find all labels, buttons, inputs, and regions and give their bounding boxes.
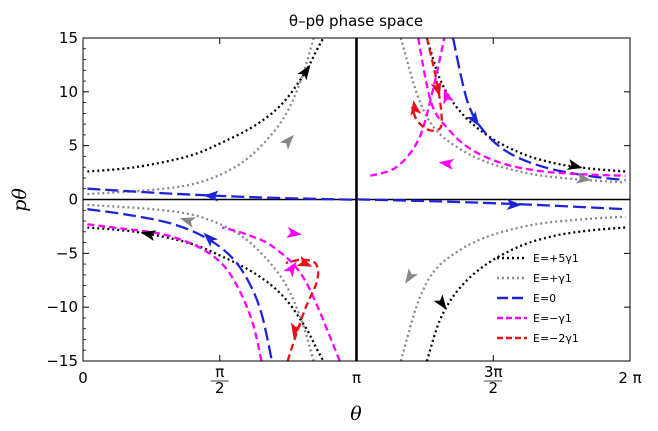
series-0-arrow-2 xyxy=(140,230,157,242)
series-2-curve-0 xyxy=(87,187,626,211)
series-2-curve-2 xyxy=(87,208,274,361)
series-1-curve-3 xyxy=(399,215,626,361)
series-0-arrow-3 xyxy=(433,294,447,310)
series-4-arrow-1 xyxy=(410,100,422,116)
y-tick-label-5: 10 xyxy=(59,83,78,101)
y-tick-label-4: 5 xyxy=(68,137,78,155)
series-4-arrow-2 xyxy=(290,322,302,339)
series-0-curve-2 xyxy=(87,226,325,361)
series-0-curve-3 xyxy=(425,226,626,361)
x-tick-label-3-denominator: 2 xyxy=(488,379,498,397)
series-4-curve-0 xyxy=(410,38,443,132)
series-2-curve-1 xyxy=(451,38,626,182)
x-tick-label-0: 0 xyxy=(78,369,88,387)
x-tick-label-2: π xyxy=(352,369,361,387)
arrow-layer xyxy=(140,64,592,339)
series-2-arrow-0 xyxy=(203,190,219,202)
legend-label-4: E=−2γ1 xyxy=(533,332,579,345)
series-1-arrow-3 xyxy=(405,268,418,284)
series-4-arrow-3 xyxy=(296,255,313,267)
series-0-arrow-0 xyxy=(297,64,311,81)
legend-label-2: E=0 xyxy=(533,292,556,305)
y-axis-label: pθ xyxy=(9,188,31,212)
x-tick-label-1-denominator: 2 xyxy=(215,379,225,397)
legend: E=+5γ1 E=+γ1 E=0 E=−γ1 E=−2γ1 xyxy=(497,252,579,345)
x-tick-label-1-numerator: π xyxy=(215,363,224,381)
series-1-arrow-0 xyxy=(279,134,294,150)
series-1-curve-2 xyxy=(87,203,315,361)
y-tick-label-3: 0 xyxy=(68,191,78,209)
series-3-arrow-3 xyxy=(283,261,297,278)
series-1-arrow-2 xyxy=(179,217,196,228)
y-tick-label-2: −5 xyxy=(56,244,78,262)
legend-label-3: E=−γ1 xyxy=(533,312,572,325)
series-4-arrow-0 xyxy=(430,80,442,97)
series-1-arrow-1 xyxy=(575,172,592,184)
x-tick-label-3-numerator: 3π xyxy=(484,363,503,381)
legend-label-1: E=+γ1 xyxy=(533,272,572,285)
y-tick-label-1: −10 xyxy=(46,298,78,316)
series-1-curve-0 xyxy=(87,38,315,196)
series-2-arrow-2 xyxy=(466,110,480,127)
axes-layer xyxy=(83,38,630,361)
series-2-arrow-1 xyxy=(506,198,522,210)
series-2-arrow-3 xyxy=(203,232,219,248)
series-3-curve-2 xyxy=(369,38,446,177)
chart-title: θ–pθ phase space xyxy=(289,12,423,30)
y-tick-label-6: 15 xyxy=(59,29,78,47)
series-3-curve-3 xyxy=(221,226,341,361)
series-3-curve-1 xyxy=(87,223,263,361)
series-0-curve-0 xyxy=(87,38,325,173)
series-3-arrow-2 xyxy=(443,88,454,105)
y-tick-label-0: −15 xyxy=(46,352,78,370)
series-3-curve-0 xyxy=(417,38,626,177)
series-0-arrow-1 xyxy=(566,159,583,170)
x-tick-label-4: 2 π xyxy=(618,369,641,387)
series-1-curve-1 xyxy=(399,38,626,184)
x-axis-label: θ xyxy=(350,403,362,425)
series-3-arrow-1 xyxy=(286,226,303,238)
series-3-arrow-0 xyxy=(438,158,455,170)
legend-label-0: E=+5γ1 xyxy=(533,252,579,265)
